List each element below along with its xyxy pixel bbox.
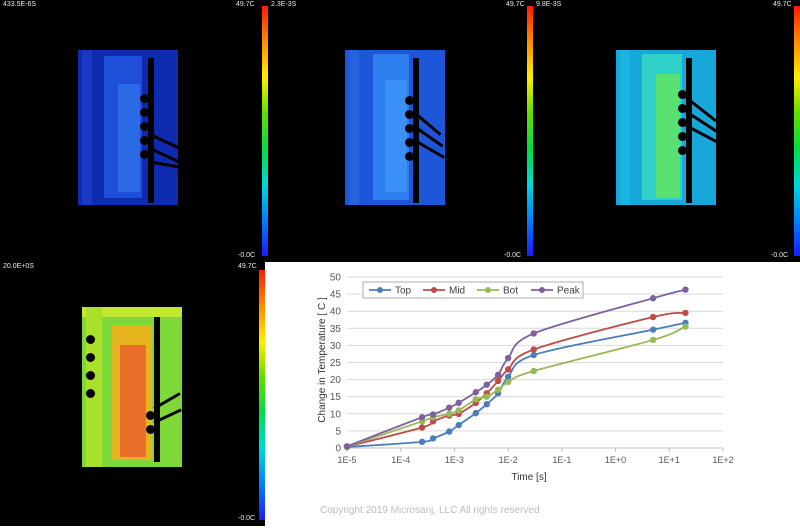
- thermal-panel-4: 20.0E+0S 49.7C -0.0C: [0, 262, 265, 526]
- data-point-peak: [429, 411, 437, 418]
- chart-series: [343, 286, 689, 451]
- data-point-peak: [504, 354, 512, 362]
- legend-marker-mid: [431, 287, 437, 293]
- data-point-top: [649, 326, 657, 333]
- data-point-bot: [483, 393, 490, 400]
- legend-label-peak: Peak: [557, 286, 581, 297]
- data-point-bot: [504, 378, 512, 386]
- data-point-top: [483, 401, 490, 408]
- y-tick-label: 35: [330, 324, 342, 335]
- panel-1-min-label: -0.0C: [238, 252, 256, 259]
- x-tick-label: 1E-4: [391, 455, 410, 465]
- data-point-mid: [494, 377, 502, 385]
- chart-legend: Top Mid Bot Peak: [362, 281, 584, 299]
- legend-marker-bot: [485, 287, 491, 293]
- panel-1-colorbar: [262, 6, 268, 256]
- panel-2-colorbar: [527, 6, 533, 256]
- thermal-panel-2: 2.3E-3S 49.7C -0.0C: [268, 0, 533, 262]
- legend-label-mid: Mid: [449, 286, 465, 297]
- x-tick-label: 1E+1: [659, 455, 680, 465]
- data-point-peak: [649, 295, 657, 302]
- data-point-peak: [494, 371, 502, 379]
- data-point-bot: [494, 386, 502, 394]
- y-tick-label: 0: [335, 444, 341, 455]
- legend-label-bot: Bot: [503, 286, 518, 297]
- y-tick-label: 15: [330, 392, 342, 403]
- series-line-peak: [346, 288, 686, 448]
- y-tick-label: 50: [330, 273, 342, 284]
- data-point-peak: [472, 389, 480, 396]
- data-point-mid: [504, 366, 512, 373]
- data-point-top: [472, 409, 480, 417]
- panel-3-time-label: 9.8E-3S: [536, 1, 562, 8]
- panel-4-max-label: 49.7C: [238, 263, 257, 270]
- legend-label-top: Top: [395, 286, 412, 297]
- y-tick-label: 20: [330, 375, 342, 386]
- panel-1-time-label: 433.5E-6S: [3, 1, 37, 8]
- data-point-mid: [682, 309, 689, 317]
- series-line-top: [346, 321, 686, 448]
- data-point-top: [530, 351, 537, 359]
- data-point-top: [504, 373, 512, 381]
- y-tick-label: 45: [330, 290, 342, 301]
- y-tick-label: 10: [330, 409, 342, 420]
- x-tick-label: 1E+2: [712, 455, 733, 465]
- data-point-top: [455, 421, 462, 429]
- x-tick-label: 1E-1: [552, 455, 571, 465]
- data-point-bot: [472, 396, 480, 403]
- x-tick-label: 1E-5: [337, 455, 356, 465]
- data-point-bot: [446, 410, 453, 417]
- x-axis-label: Time [s]: [511, 472, 546, 483]
- data-point-bot: [530, 367, 537, 375]
- x-tick-label: 1E-3: [445, 455, 464, 465]
- legend-marker-top: [377, 287, 383, 293]
- copyright-notice: Copyright 2019 Microsanj, LLC All rights…: [320, 505, 540, 516]
- data-point-mid: [418, 424, 426, 431]
- panel-3-min-label: -0.0C: [771, 252, 789, 259]
- panel-4-min-label: -0.0C: [238, 515, 256, 522]
- panel-2-max-label: 49.7C: [506, 1, 525, 8]
- thermal-panel-3: 9.8E-3S 49.7C -0.0C: [533, 0, 800, 262]
- y-axis-label: Change in Temperature [ C ]: [317, 297, 328, 423]
- panel-2-min-label: -0.0C: [504, 252, 522, 259]
- data-point-top: [429, 435, 437, 442]
- panel-3-colorbar: [794, 6, 800, 256]
- y-tick-label: 25: [330, 358, 342, 369]
- x-tick-label: 1E-2: [499, 455, 518, 465]
- panel-1-device-image: [78, 50, 184, 205]
- data-point-peak: [418, 414, 426, 421]
- panel-2-time-label: 2.3E-3S: [271, 1, 297, 8]
- panel-1-max-label: 49.7C: [236, 1, 255, 8]
- panel-3-max-label: 49.7C: [773, 1, 792, 8]
- panel-2-device-image: [345, 50, 445, 205]
- data-point-peak: [682, 286, 689, 293]
- data-point-mid: [530, 346, 537, 353]
- data-point-peak: [530, 330, 537, 337]
- chart-svg: 0 5 10 15 20 25 30 35 40 45 50 1E-5 1E-4 1E-3 1E-2 1E-1…: [317, 273, 734, 484]
- data-point-peak: [446, 404, 453, 411]
- data-point-peak: [483, 381, 490, 388]
- grid-lines: [347, 276, 723, 449]
- x-tick-label: 1E+0: [605, 455, 626, 465]
- data-point-bot: [682, 323, 689, 330]
- legend-marker-peak: [539, 287, 545, 293]
- thermal-panel-1: 433.5E-6S 49.7C -0.0C: [0, 0, 268, 262]
- y-tick-label: 40: [330, 307, 342, 318]
- data-point-mid: [649, 313, 657, 321]
- data-point-peak: [455, 399, 462, 407]
- data-point-top: [418, 438, 426, 446]
- panel-4-colorbar: [259, 270, 265, 520]
- y-tick-label: 30: [330, 341, 342, 352]
- data-point-bot: [455, 407, 462, 414]
- y-tick-label: 5: [335, 426, 341, 437]
- data-point-peak: [343, 443, 351, 450]
- temperature-chart: 0 5 10 15 20 25 30 35 40 45 50 1E-5 1E-4 1E-3 1E-2 1E-1…: [265, 262, 800, 526]
- data-point-top: [446, 428, 453, 435]
- data-point-bot: [649, 336, 657, 344]
- panel-4-device-image: [82, 307, 182, 467]
- panel-4-time-label: 20.0E+0S: [3, 263, 34, 270]
- chart-axes: 0 5 10 15 20 25 30 35 40 45 50 1E-5 1E-4 1E-3 1E-2 1E-1…: [330, 273, 734, 466]
- panel-3-device-image: [616, 50, 721, 205]
- legend-box: [362, 281, 584, 299]
